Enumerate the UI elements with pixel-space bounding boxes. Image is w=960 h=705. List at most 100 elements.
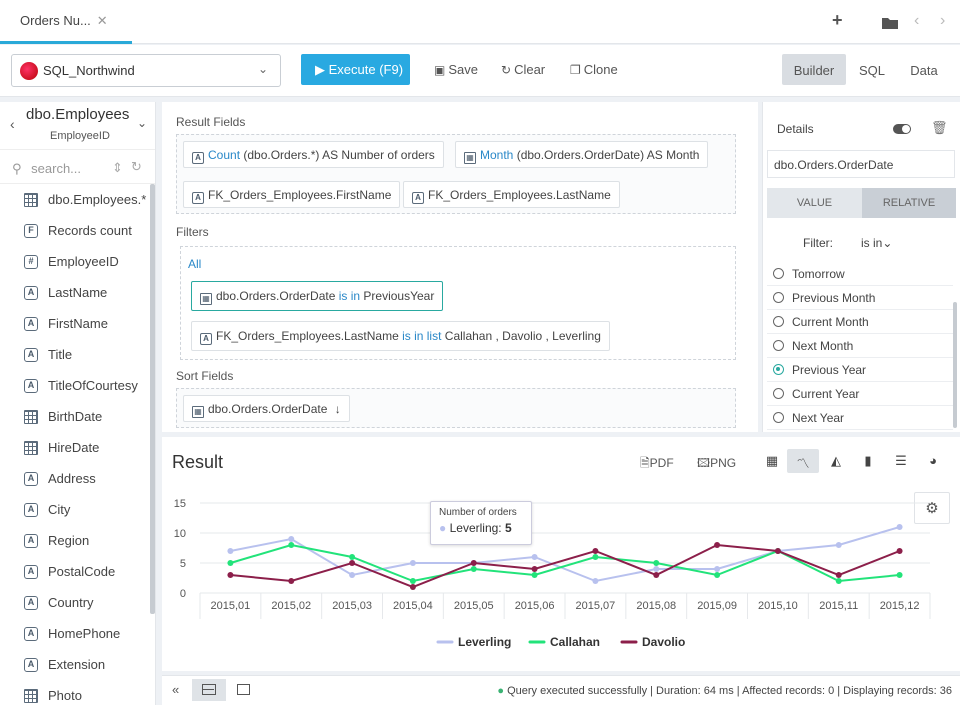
search-input[interactable]: search... (31, 161, 82, 176)
sidebar-search[interactable]: ⚲ search... ⇕ ↻ (0, 152, 155, 184)
sidebar-field-item[interactable]: A City (24, 494, 70, 525)
sidebar-field-item[interactable]: # EmployeeID (24, 246, 119, 277)
status-message: ● Query executed successfully | Duration… (497, 685, 952, 697)
details-scrollbar[interactable] (953, 302, 957, 428)
relative-option[interactable]: Previous Year (767, 358, 953, 382)
refresh-icon: ↻ (501, 63, 512, 77)
line-chart: 0 5 10 15 2015,01 2015,02 2015,03 2015,04 2015,0… (174, 498, 931, 649)
data-point-leverling (592, 578, 599, 584)
sort-ascending-icon[interactable]: ↓ (334, 402, 341, 416)
relative-option[interactable]: Current Month (767, 310, 953, 334)
connection-name: SQL_Northwind (43, 63, 135, 78)
sidebar-field-item[interactable]: A Region (24, 525, 89, 556)
sidebar-field-label: Records count (48, 223, 132, 238)
table-view-icon[interactable]: ▦ (765, 453, 779, 468)
connection-select[interactable]: SQL_Northwind ⌄ (11, 54, 281, 87)
sidebar-field-item[interactable]: A TitleOfCourtesy (24, 370, 138, 401)
collapse-icon[interactable]: « (172, 682, 180, 697)
filters-all-link[interactable]: All (188, 257, 202, 271)
result-field-month[interactable]: ▦ Month (dbo.Orders.OrderDate) AS Month (455, 141, 709, 168)
data-point-callahan (896, 572, 903, 578)
refresh-icon[interactable]: ↻ (131, 159, 142, 174)
chevron-left-icon[interactable]: ‹ (914, 12, 920, 29)
radio-button[interactable] (773, 412, 784, 423)
text-type-icon: A (24, 657, 38, 672)
sidebar-field-item[interactable]: A Title (24, 339, 72, 370)
data-point-davolio (896, 548, 903, 554)
data-point-davolio (531, 566, 538, 572)
relative-option-label: Previous Month (792, 291, 876, 305)
result-field-count[interactable]: A Count (dbo.Orders.*) AS Number of order… (183, 141, 444, 168)
radio-button[interactable] (773, 340, 784, 351)
mode-data-button[interactable]: Data (910, 63, 938, 78)
pie-chart-icon[interactable]: ◕ (929, 453, 937, 468)
radio-button[interactable] (773, 292, 784, 303)
sidebar-field-item[interactable]: A LastName (24, 277, 107, 308)
save-button[interactable]: ▣ Save (434, 62, 478, 77)
sidebar-field-item[interactable]: F Records count (24, 215, 132, 246)
sidebar-scrollbar[interactable] (150, 184, 155, 614)
clear-button[interactable]: ↻ Clear (501, 62, 545, 77)
radio-button[interactable] (773, 316, 784, 327)
filter-op-select[interactable]: is in⌄ (861, 236, 892, 250)
value-tab[interactable]: VALUE (767, 188, 862, 218)
number-type-icon: # (24, 254, 38, 269)
chevron-down-icon[interactable]: ⌄ (137, 116, 148, 130)
trash-icon[interactable]: 🗑 (931, 120, 948, 135)
relative-option[interactable]: Previous Month (767, 286, 953, 310)
sidebar-field-item[interactable]: BirthDate (24, 401, 102, 432)
sidebar-field-item[interactable]: A FirstName (24, 308, 108, 339)
folder-icon[interactable] (882, 16, 898, 29)
horizontal-bar-icon[interactable]: ☰ (895, 453, 907, 468)
mode-sql-button[interactable]: SQL (858, 63, 885, 78)
data-point-callahan (288, 542, 295, 548)
sidebar-field-item[interactable]: A Country (24, 587, 94, 618)
export-png-button[interactable]: 🖾PNG (697, 454, 736, 475)
sidebar-field-item[interactable]: A Extension (24, 649, 105, 680)
single-view-icon[interactable] (237, 684, 250, 695)
sort-field-orderdate[interactable]: ▦ dbo.Orders.OrderDate ↓ (183, 395, 350, 422)
bar-chart-icon[interactable]: ▮ (864, 453, 872, 468)
chevron-right-icon[interactable]: › (940, 12, 946, 29)
result-field-lastname[interactable]: A FK_Orders_Employees.LastName (403, 181, 620, 208)
radio-button[interactable] (773, 268, 784, 279)
clone-button[interactable]: ❐ Clone (570, 62, 618, 77)
data-point-callahan (835, 578, 842, 584)
relative-option[interactable]: Next Year (767, 406, 953, 430)
x-tick-label: 2015,08 (636, 600, 676, 612)
relative-option[interactable]: Next Month (767, 334, 953, 358)
filter-lastname[interactable]: A FK_Orders_Employees.LastName is in list… (191, 321, 610, 351)
relative-option[interactable]: Tomorrow (767, 262, 953, 286)
sidebar-field-item[interactable]: A Address (24, 463, 96, 494)
sidebar-field-item[interactable]: Photo (24, 680, 82, 705)
add-icon[interactable]: + (832, 10, 843, 30)
radio-button[interactable] (773, 388, 784, 399)
mode-builder-button[interactable]: Builder (782, 54, 846, 85)
split-view-button[interactable] (192, 679, 226, 701)
sidebar-field-item[interactable]: HireDate (24, 432, 99, 463)
radio-button[interactable] (773, 364, 784, 375)
relative-tab[interactable]: RELATIVE (862, 188, 956, 218)
close-icon[interactable]: ✕ (96, 13, 108, 28)
chevron-left-icon[interactable]: ‹ (10, 116, 15, 132)
filter-orderdate[interactable]: ▦ dbo.Orders.OrderDate is in PreviousYear (191, 281, 444, 311)
sidebar-field-item[interactable]: A PostalCode (24, 556, 115, 587)
chart-settings-button[interactable]: ⚙ (914, 492, 950, 524)
sidebar-field-label: Extension (48, 657, 106, 672)
tab-orders[interactable]: Orders Nu... ✕ (0, 0, 132, 44)
sidebar-field-item[interactable]: A HomePhone (24, 618, 120, 649)
area-chart-icon[interactable]: ◭ (831, 453, 841, 468)
tooltip-series: Leverling: (449, 521, 502, 535)
result-field-firstname[interactable]: A FK_Orders_Employees.FirstName (183, 181, 401, 208)
relative-option[interactable]: Current Year (767, 382, 953, 406)
execute-button[interactable]: ▶ Execute (F9) (301, 54, 410, 85)
toggle-switch[interactable] (893, 124, 911, 134)
sort-icon[interactable]: ⇕ (112, 160, 123, 175)
export-pdf-button[interactable]: 🗎PDF (640, 454, 674, 475)
copy-icon: ❐ (570, 63, 581, 77)
sidebar-field-item[interactable]: dbo.Employees.* (24, 184, 146, 215)
y-tick-label: 10 (174, 528, 186, 540)
line-chart-icon[interactable]: 〽 (787, 449, 819, 473)
series-line-leverling (230, 526, 900, 583)
sidebar-field-label: TitleOfCourtesy (48, 378, 138, 393)
